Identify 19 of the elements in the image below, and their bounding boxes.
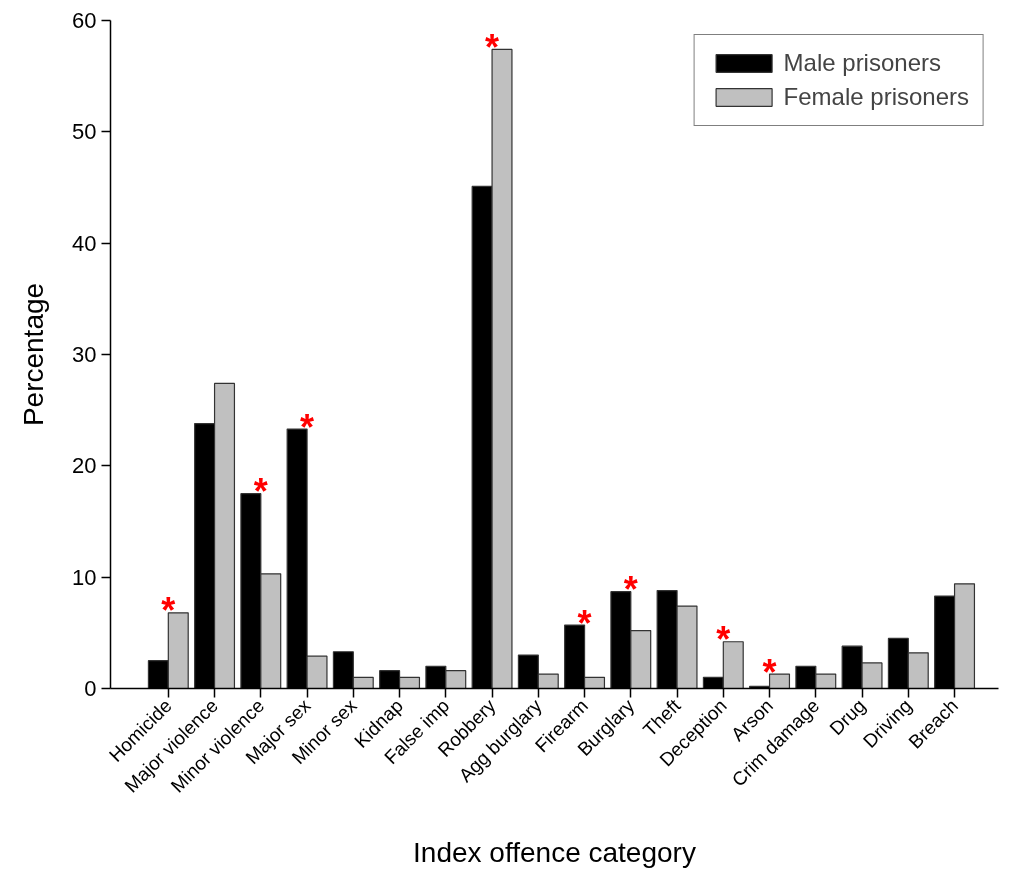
annotation: * xyxy=(762,651,777,693)
annotation: * xyxy=(300,406,315,448)
y-tick-label: 10 xyxy=(72,564,97,590)
x-axis-title: Index offence category xyxy=(413,836,696,868)
y-tick-label: 50 xyxy=(72,119,97,145)
annotation: * xyxy=(485,26,500,68)
annotation: * xyxy=(161,590,176,632)
annotation: * xyxy=(577,602,592,644)
legend-label: Female prisoners xyxy=(783,83,969,111)
annotation: * xyxy=(253,471,268,513)
y-tick-label: 0 xyxy=(84,676,97,701)
y-tick-label: 40 xyxy=(72,230,97,256)
legend-label: Male prisoners xyxy=(783,49,941,77)
y-tick-label: 60 xyxy=(72,8,97,33)
annotation: * xyxy=(716,619,731,661)
y-axis-title: Percentage xyxy=(18,282,50,427)
y-tick-label: 30 xyxy=(72,342,97,367)
annotation: * xyxy=(623,569,638,611)
y-tick-label: 20 xyxy=(72,453,97,479)
